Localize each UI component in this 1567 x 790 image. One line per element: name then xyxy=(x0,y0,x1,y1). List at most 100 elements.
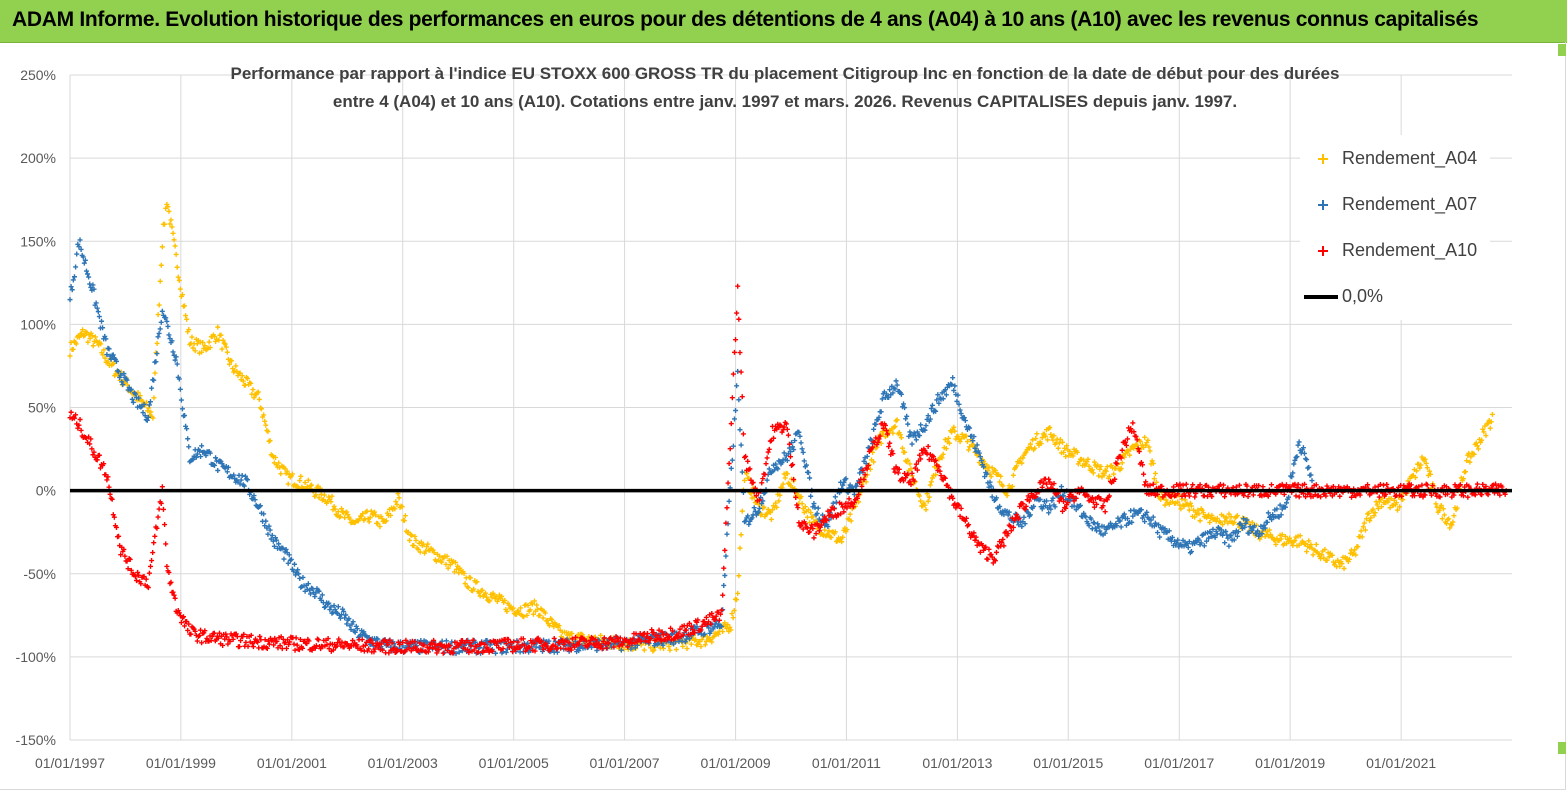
data-point xyxy=(1014,463,1020,469)
data-point xyxy=(356,516,362,522)
data-point xyxy=(684,646,690,652)
data-point xyxy=(725,480,731,486)
data-point xyxy=(1250,492,1256,498)
x-axis-tick-labels: 01/01/1997 01/01/1999 01/01/2001 01/01/2003… xyxy=(35,755,1436,771)
resize-handle-top[interactable] xyxy=(1558,44,1566,56)
data-point xyxy=(987,479,993,485)
data-point xyxy=(71,274,77,280)
data-point xyxy=(943,446,949,452)
data-point xyxy=(988,483,994,489)
data-point xyxy=(745,513,751,519)
data-point xyxy=(190,345,196,351)
data-point xyxy=(1428,471,1434,477)
data-point xyxy=(1050,495,1056,501)
data-point xyxy=(716,617,722,623)
data-point xyxy=(1286,494,1292,500)
data-point xyxy=(237,481,243,487)
data-point xyxy=(721,565,727,571)
data-point xyxy=(1247,524,1253,530)
data-point xyxy=(170,349,176,355)
data-point xyxy=(92,334,98,340)
data-point xyxy=(1264,519,1270,525)
data-point xyxy=(1204,538,1210,544)
data-point xyxy=(1114,523,1120,529)
data-point xyxy=(897,432,903,438)
data-point xyxy=(212,334,218,340)
data-point xyxy=(1341,565,1347,571)
data-point xyxy=(292,647,298,653)
data-point xyxy=(956,401,962,407)
data-point xyxy=(1000,483,1006,489)
data-point xyxy=(1214,515,1220,521)
data-point xyxy=(119,379,125,385)
data-point xyxy=(1178,506,1184,512)
data-point xyxy=(737,350,743,356)
data-point xyxy=(879,396,885,402)
data-point xyxy=(342,615,348,621)
data-point xyxy=(724,626,730,632)
data-point xyxy=(813,518,819,524)
data-point xyxy=(680,643,686,649)
data-point xyxy=(229,358,235,364)
data-point xyxy=(248,380,254,386)
data-point xyxy=(1185,544,1191,550)
data-point xyxy=(780,481,786,487)
data-point xyxy=(271,543,277,549)
data-point xyxy=(1412,474,1418,480)
data-point xyxy=(1251,523,1257,529)
data-point xyxy=(116,369,122,375)
data-point xyxy=(1464,458,1470,464)
data-point xyxy=(1460,476,1466,482)
data-point xyxy=(1097,466,1103,472)
data-point xyxy=(1151,476,1157,482)
data-point xyxy=(773,461,779,467)
data-point xyxy=(1291,461,1297,467)
data-point xyxy=(1142,519,1148,525)
data-point xyxy=(1020,455,1026,461)
data-point xyxy=(1196,537,1202,543)
data-point xyxy=(171,237,177,243)
data-point xyxy=(1037,496,1043,502)
data-point xyxy=(225,464,231,470)
data-point xyxy=(297,575,303,581)
data-point xyxy=(951,388,957,394)
data-point xyxy=(177,386,183,392)
data-point xyxy=(913,437,919,443)
series-rendement_a10 xyxy=(67,283,1509,656)
data-point xyxy=(284,468,290,474)
resize-handle-bottom[interactable] xyxy=(1558,742,1566,754)
data-point xyxy=(1175,537,1181,543)
data-point xyxy=(76,334,82,340)
data-point xyxy=(1473,440,1479,446)
data-point xyxy=(761,504,767,510)
data-point xyxy=(128,386,134,392)
data-point xyxy=(799,446,805,452)
data-point xyxy=(1294,454,1300,460)
data-point xyxy=(1222,540,1228,546)
data-point xyxy=(1310,552,1316,558)
data-point xyxy=(857,470,863,476)
data-point xyxy=(89,333,95,339)
data-point xyxy=(216,337,222,343)
data-point xyxy=(1141,471,1147,477)
data-point xyxy=(1393,500,1399,506)
data-point xyxy=(242,473,248,479)
x-tick-label: 01/01/1997 xyxy=(35,755,105,771)
data-point xyxy=(853,483,859,489)
data-point xyxy=(1058,484,1064,490)
data-point xyxy=(467,575,473,581)
data-point xyxy=(804,514,810,520)
data-point xyxy=(1438,502,1444,508)
data-point xyxy=(1479,437,1485,443)
legend-item-a04: Rendement_A04 xyxy=(1300,147,1490,171)
data-point xyxy=(1150,460,1156,466)
data-point xyxy=(178,397,184,403)
data-point xyxy=(344,509,350,515)
data-point xyxy=(280,545,286,551)
x-tick-label: 01/01/2017 xyxy=(1144,755,1214,771)
data-point xyxy=(957,439,963,445)
data-point xyxy=(724,505,730,511)
data-point xyxy=(825,531,831,537)
data-point xyxy=(352,629,358,635)
data-point xyxy=(1475,446,1481,452)
